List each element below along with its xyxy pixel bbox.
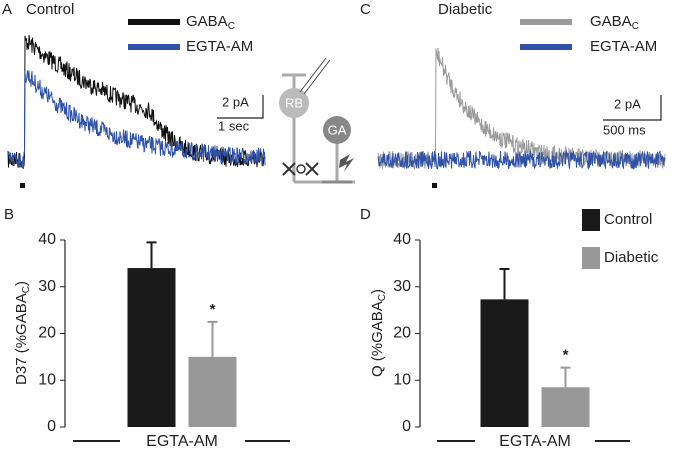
significance: * bbox=[563, 347, 569, 364]
panel-letter: A bbox=[2, 1, 12, 18]
y-tick-label: 0 bbox=[47, 418, 56, 435]
scale-label: 2 pA bbox=[222, 94, 249, 109]
significance: * bbox=[210, 301, 216, 318]
scale-label: 500 ms bbox=[603, 122, 646, 137]
y-tick-label: 40 bbox=[393, 231, 411, 248]
panel-title: Control bbox=[26, 1, 74, 18]
panel-title: Diabetic bbox=[438, 1, 493, 18]
bar bbox=[127, 268, 176, 427]
panel-letter: C bbox=[360, 1, 371, 18]
panel-letter: B bbox=[4, 206, 14, 223]
trace bbox=[377, 150, 666, 171]
y-tick-label: 20 bbox=[393, 325, 411, 342]
y-tick-label: 10 bbox=[38, 371, 56, 388]
legend-label-part: EGTA-AM bbox=[186, 38, 253, 55]
legend-label-part: GABA bbox=[186, 13, 228, 30]
y-axis-label-part: C bbox=[377, 294, 388, 301]
bar bbox=[541, 387, 590, 427]
legend-swatch bbox=[582, 209, 600, 231]
scale-bar bbox=[217, 95, 264, 119]
y-axis-label-part: D37 (%GABA bbox=[13, 293, 30, 385]
panel-letter: D bbox=[360, 206, 371, 223]
legend-label-part: EGTA-AM bbox=[590, 38, 657, 55]
y-tick-label: 20 bbox=[38, 325, 56, 342]
error-bar bbox=[560, 366, 571, 388]
x-tick-label: EGTA-AM bbox=[499, 433, 571, 450]
y-axis-label-part: C bbox=[21, 286, 32, 293]
schematic-label: RB bbox=[285, 95, 303, 110]
legend-label-part: C bbox=[632, 21, 639, 32]
scale-bar bbox=[603, 95, 662, 121]
scale-label: 2 pA bbox=[614, 96, 641, 111]
legend-label: EGTA-AM bbox=[186, 38, 253, 55]
y-tick-label: 30 bbox=[393, 278, 411, 295]
scale-label: 1 sec bbox=[218, 118, 250, 133]
y-axis-label-part: Q (%GABA bbox=[369, 301, 386, 377]
stimulus-marker bbox=[432, 183, 437, 188]
y-tick-label: 30 bbox=[38, 278, 56, 295]
x-tick-label: EGTA-AM bbox=[146, 433, 218, 450]
y-tick-label: 40 bbox=[38, 231, 56, 248]
error-bar bbox=[146, 241, 157, 269]
bar bbox=[188, 356, 237, 427]
y-axis-label-part: ) bbox=[369, 289, 386, 294]
legend-label: GABAC bbox=[590, 13, 639, 32]
trace bbox=[7, 70, 266, 169]
y-tick-label: 0 bbox=[402, 418, 411, 435]
legend-label: GABAC bbox=[186, 13, 235, 32]
y-axis-label: Q (%GABAC) bbox=[369, 289, 388, 377]
error-bar bbox=[207, 320, 218, 357]
legend-label: EGTA-AM bbox=[590, 38, 657, 55]
legend-label: Control bbox=[604, 211, 652, 228]
bar bbox=[480, 299, 529, 427]
legend-label-part: GABA bbox=[590, 13, 632, 30]
schematic bbox=[279, 57, 355, 184]
legend-swatch bbox=[582, 247, 600, 269]
legend-label-part: C bbox=[228, 21, 235, 32]
y-tick-label: 10 bbox=[393, 371, 411, 388]
error-bar bbox=[499, 267, 510, 300]
y-axis-label-part: ) bbox=[13, 281, 30, 286]
legend-label: Diabetic bbox=[604, 249, 659, 266]
stimulus-marker bbox=[20, 183, 25, 188]
schematic-label: GA bbox=[328, 122, 347, 137]
y-axis-label: D37 (%GABAC) bbox=[13, 281, 32, 385]
